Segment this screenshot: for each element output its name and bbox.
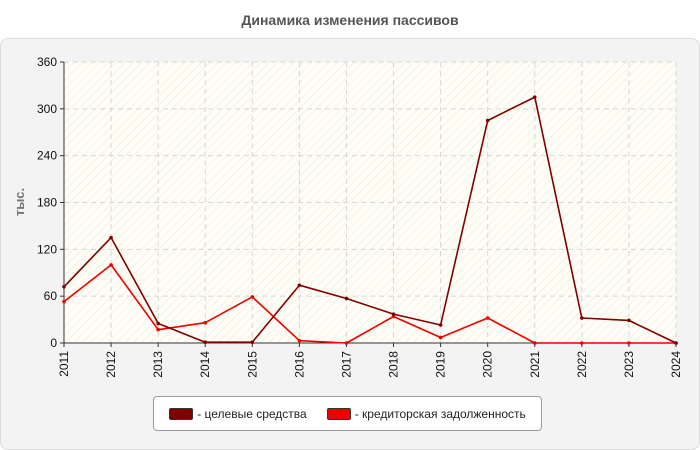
series-line-1 bbox=[63, 264, 676, 344]
legend-swatch-accounts-payable bbox=[326, 407, 351, 420]
x-tick-label: 2019 bbox=[434, 351, 448, 378]
legend-swatch-target-funds bbox=[169, 407, 194, 420]
legend-item-accounts-payable: - кредиторская задолженность bbox=[326, 406, 526, 421]
x-tick-label: 2011 bbox=[57, 351, 71, 377]
data-point-series-1 bbox=[156, 327, 160, 332]
data-point-series-1 bbox=[203, 320, 208, 325]
data-point-series-1 bbox=[438, 335, 443, 340]
data-point-series-0 bbox=[580, 316, 584, 320]
x-tick-label: 2018 bbox=[387, 351, 401, 378]
data-point-series-1 bbox=[250, 295, 255, 299]
data-point-series-1 bbox=[344, 341, 349, 345]
data-point-series-0 bbox=[156, 321, 160, 326]
x-tick-labels: 2011 2012 2013 2014 2015 2016 2017 2018 2019 2020… bbox=[57, 351, 683, 378]
x-tick-label: 2020 bbox=[481, 351, 495, 378]
data-point-series-0 bbox=[627, 318, 631, 323]
x-tick-label: 2015 bbox=[245, 351, 259, 378]
chart-title: Динамика изменения пассивов bbox=[241, 12, 459, 28]
data-point-series-0 bbox=[109, 235, 113, 240]
data-point-series-0 bbox=[297, 283, 302, 288]
data-point-series-1 bbox=[109, 263, 113, 267]
data-point-series-0 bbox=[344, 296, 349, 301]
data-point-series-0 bbox=[62, 285, 66, 289]
x-tick-label: 2021 bbox=[528, 351, 542, 378]
data-point-series-0 bbox=[532, 95, 537, 99]
series-lines bbox=[62, 95, 678, 345]
series-line-0 bbox=[63, 96, 677, 344]
chart-legend: - целевые средства - кредиторская задолж… bbox=[153, 396, 542, 431]
x-tick-label: 2017 bbox=[339, 351, 353, 378]
data-point-series-1 bbox=[627, 341, 631, 345]
grid-lines bbox=[64, 61, 677, 343]
x-tick-label: 2024 bbox=[669, 351, 683, 378]
legend-label-target-funds: - целевые средства bbox=[197, 406, 307, 421]
data-point-series-0 bbox=[674, 341, 678, 345]
y-tick-label: 0 bbox=[50, 336, 57, 350]
x-tick-label: 2012 bbox=[104, 351, 118, 378]
y-tick-label: 300 bbox=[37, 102, 57, 116]
data-point-series-1 bbox=[485, 316, 490, 320]
x-tick-label: 2014 bbox=[198, 351, 212, 378]
data-point-series-0 bbox=[391, 312, 396, 316]
data-point-series-0 bbox=[485, 118, 490, 123]
legend-item-target-funds: - целевые средства bbox=[169, 407, 307, 421]
data-point-series-0 bbox=[250, 340, 255, 345]
data-point-series-0 bbox=[438, 323, 443, 327]
data-point-series-1 bbox=[62, 299, 66, 304]
data-point-series-1 bbox=[297, 338, 302, 343]
x-tick-label: 2023 bbox=[622, 351, 636, 378]
x-tick-label: 2016 bbox=[292, 351, 306, 378]
y-tick-label: 60 bbox=[44, 289, 58, 303]
y-axis-label: тыс. bbox=[12, 188, 27, 216]
data-point-series-1 bbox=[532, 341, 537, 345]
data-point-series-0 bbox=[203, 340, 208, 345]
legend-label-accounts-payable: - кредиторская задолженность bbox=[354, 406, 526, 421]
y-tick-label: 120 bbox=[37, 242, 57, 256]
y-tick-label: 180 bbox=[37, 196, 57, 210]
data-point-series-1 bbox=[580, 341, 584, 345]
x-tick-label: 2013 bbox=[151, 351, 165, 378]
y-tick-label: 360 bbox=[37, 55, 57, 69]
x-tick-label: 2022 bbox=[575, 351, 589, 378]
y-tick-label: 240 bbox=[37, 149, 57, 163]
y-tick-labels: 0 60 120 180 240 300 360 bbox=[37, 55, 57, 350]
